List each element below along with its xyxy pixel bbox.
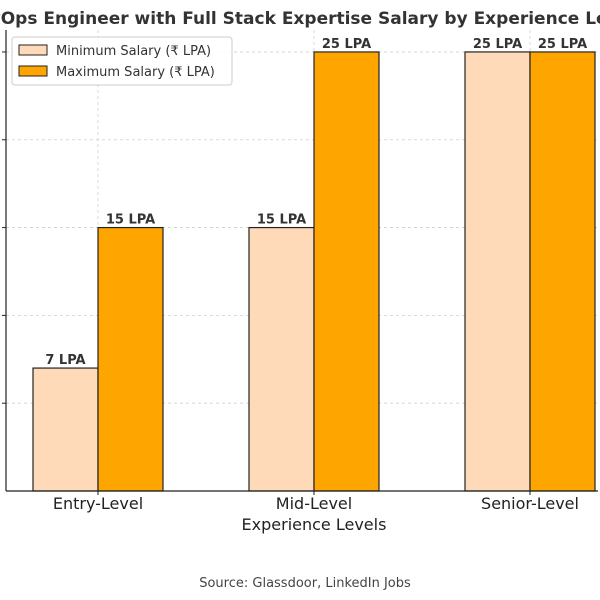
legend: Minimum Salary (₹ LPA) Maximum Salary (₹ … (11, 36, 233, 86)
legend-entry: Maximum Salary (₹ LPA) (56, 65, 215, 80)
chart-title: DevOps Engineer with Full Stack Expertis… (0, 9, 600, 29)
bar-min-mid-level (248, 226, 315, 492)
legend-entry: Minimum Salary (₹ LPA) (56, 44, 211, 59)
bar-min-entry-level (32, 367, 99, 492)
x-tick-labels: Entry-Level Mid-Level Senior-Level (53, 491, 579, 513)
x-axis-label: Experience Levels (242, 515, 387, 534)
bar-max-entry-level (97, 226, 164, 492)
bar-max-senior-level (529, 51, 596, 492)
bar-value-label: 7 LPA (45, 353, 85, 368)
bars (32, 51, 596, 492)
bar-max-mid-level (313, 51, 380, 492)
legend-swatch (18, 44, 48, 56)
bar-min-senior-level (464, 51, 531, 492)
legend-box (11, 36, 233, 86)
bar-value-label: 25 LPA (538, 37, 587, 52)
x-tick-label: Mid-Level (276, 494, 352, 513)
bar-value-label: 15 LPA (257, 213, 306, 228)
bar-value-label: 15 LPA (106, 213, 155, 228)
bar-value-labels: 7 LPA 15 LPA 25 LPA 15 LPA 25 LPA 25 LPA (45, 37, 587, 368)
bar-value-label: 25 LPA (473, 37, 522, 52)
bar-value-label: 25 LPA (322, 37, 371, 52)
x-tick-label: Senior-Level (481, 494, 579, 513)
legend-swatch (18, 65, 48, 77)
axes (2, 30, 598, 492)
x-tick-label: Entry-Level (53, 494, 143, 513)
source-note: Source: Glassdoor, LinkedIn Jobs (199, 576, 411, 591)
